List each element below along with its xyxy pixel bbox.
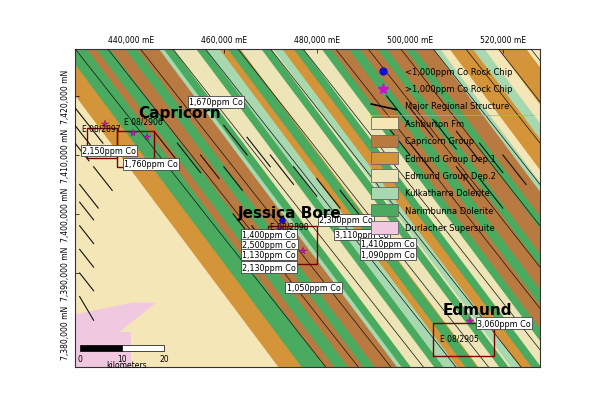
Polygon shape: [64, 50, 325, 368]
Polygon shape: [348, 50, 598, 368]
Bar: [371, 118, 398, 130]
Bar: [371, 170, 398, 182]
Polygon shape: [338, 50, 599, 368]
Text: 1,760ppm Co: 1,760ppm Co: [124, 160, 178, 169]
Text: 2,300ppm Co: 2,300ppm Co: [319, 216, 373, 225]
Text: Edmund Group Dep.2: Edmund Group Dep.2: [405, 171, 496, 180]
Polygon shape: [261, 50, 509, 368]
Text: 1,410ppm Co: 1,410ppm Co: [361, 240, 415, 248]
Polygon shape: [219, 50, 485, 368]
Text: Ashburton Fm: Ashburton Fm: [405, 119, 464, 128]
Bar: [371, 222, 398, 234]
Text: kilometers: kilometers: [106, 360, 146, 369]
Polygon shape: [96, 50, 349, 368]
Text: >1,000ppm Co Rock Chip: >1,000ppm Co Rock Chip: [405, 85, 512, 94]
Polygon shape: [252, 50, 527, 368]
Polygon shape: [322, 50, 569, 368]
Text: E 08/2897: E 08/2897: [82, 124, 121, 133]
Polygon shape: [377, 50, 600, 368]
Polygon shape: [75, 303, 156, 368]
Bar: [371, 135, 398, 147]
Polygon shape: [391, 50, 600, 368]
Text: 10: 10: [117, 354, 127, 363]
Text: Edmund: Edmund: [442, 303, 512, 318]
Polygon shape: [407, 50, 600, 368]
Text: 2,150ppm Co: 2,150ppm Co: [82, 146, 136, 155]
Text: 20: 20: [160, 354, 169, 363]
Text: 0: 0: [77, 354, 82, 363]
Text: 3,060ppm Co: 3,060ppm Co: [477, 319, 531, 328]
Polygon shape: [293, 50, 541, 368]
Polygon shape: [282, 50, 544, 368]
Polygon shape: [163, 50, 411, 368]
Text: Edmund Group Dep.1: Edmund Group Dep.1: [405, 154, 496, 163]
Polygon shape: [405, 50, 600, 368]
Polygon shape: [125, 50, 375, 368]
Text: E 08/2905: E 08/2905: [440, 334, 479, 343]
Text: 1,050ppm Co: 1,050ppm Co: [287, 284, 340, 292]
Text: 3,110ppm Co: 3,110ppm Co: [335, 230, 389, 240]
Polygon shape: [75, 332, 131, 368]
Polygon shape: [136, 50, 411, 368]
Polygon shape: [457, 50, 600, 368]
Polygon shape: [196, 50, 444, 368]
Text: Major Regional Structure: Major Regional Structure: [405, 102, 509, 111]
Polygon shape: [293, 50, 600, 368]
Text: E 08/2906: E 08/2906: [124, 117, 163, 126]
Polygon shape: [194, 50, 474, 368]
Text: Narimbunna Dolerite: Narimbunna Dolerite: [405, 206, 493, 215]
Polygon shape: [310, 50, 581, 368]
Text: <1,000ppm Co Rock Chip: <1,000ppm Co Rock Chip: [405, 67, 512, 76]
Polygon shape: [40, 50, 349, 368]
Polygon shape: [359, 50, 600, 368]
Text: 2,500ppm Co: 2,500ppm Co: [242, 241, 296, 249]
Bar: [122, 345, 164, 351]
Text: E 08/2898: E 08/2898: [271, 222, 309, 231]
Polygon shape: [449, 50, 600, 368]
Polygon shape: [498, 50, 600, 368]
Text: Capricorn Group: Capricorn Group: [405, 137, 474, 146]
Text: 2,130ppm Co: 2,130ppm Co: [242, 263, 296, 272]
Text: Kulkatharra Dolerite: Kulkatharra Dolerite: [405, 189, 490, 198]
Polygon shape: [168, 50, 444, 368]
Text: 1,400ppm Co: 1,400ppm Co: [242, 230, 296, 240]
Bar: [80, 345, 122, 351]
Bar: [371, 152, 398, 165]
Text: Capricorn: Capricorn: [138, 105, 221, 120]
Text: Durlacher Supersuite: Durlacher Supersuite: [405, 223, 494, 233]
Polygon shape: [61, 50, 346, 368]
Text: 1,130ppm Co: 1,130ppm Co: [242, 251, 296, 260]
Text: 1,670ppm Co: 1,670ppm Co: [189, 98, 243, 107]
Polygon shape: [227, 50, 478, 368]
Text: 1,090ppm Co: 1,090ppm Co: [361, 250, 415, 259]
Text: Jessica Bore: Jessica Bore: [238, 205, 341, 221]
Polygon shape: [298, 50, 565, 368]
Polygon shape: [66, 50, 397, 368]
Polygon shape: [240, 50, 511, 368]
Bar: [371, 204, 398, 217]
Bar: [371, 187, 398, 199]
